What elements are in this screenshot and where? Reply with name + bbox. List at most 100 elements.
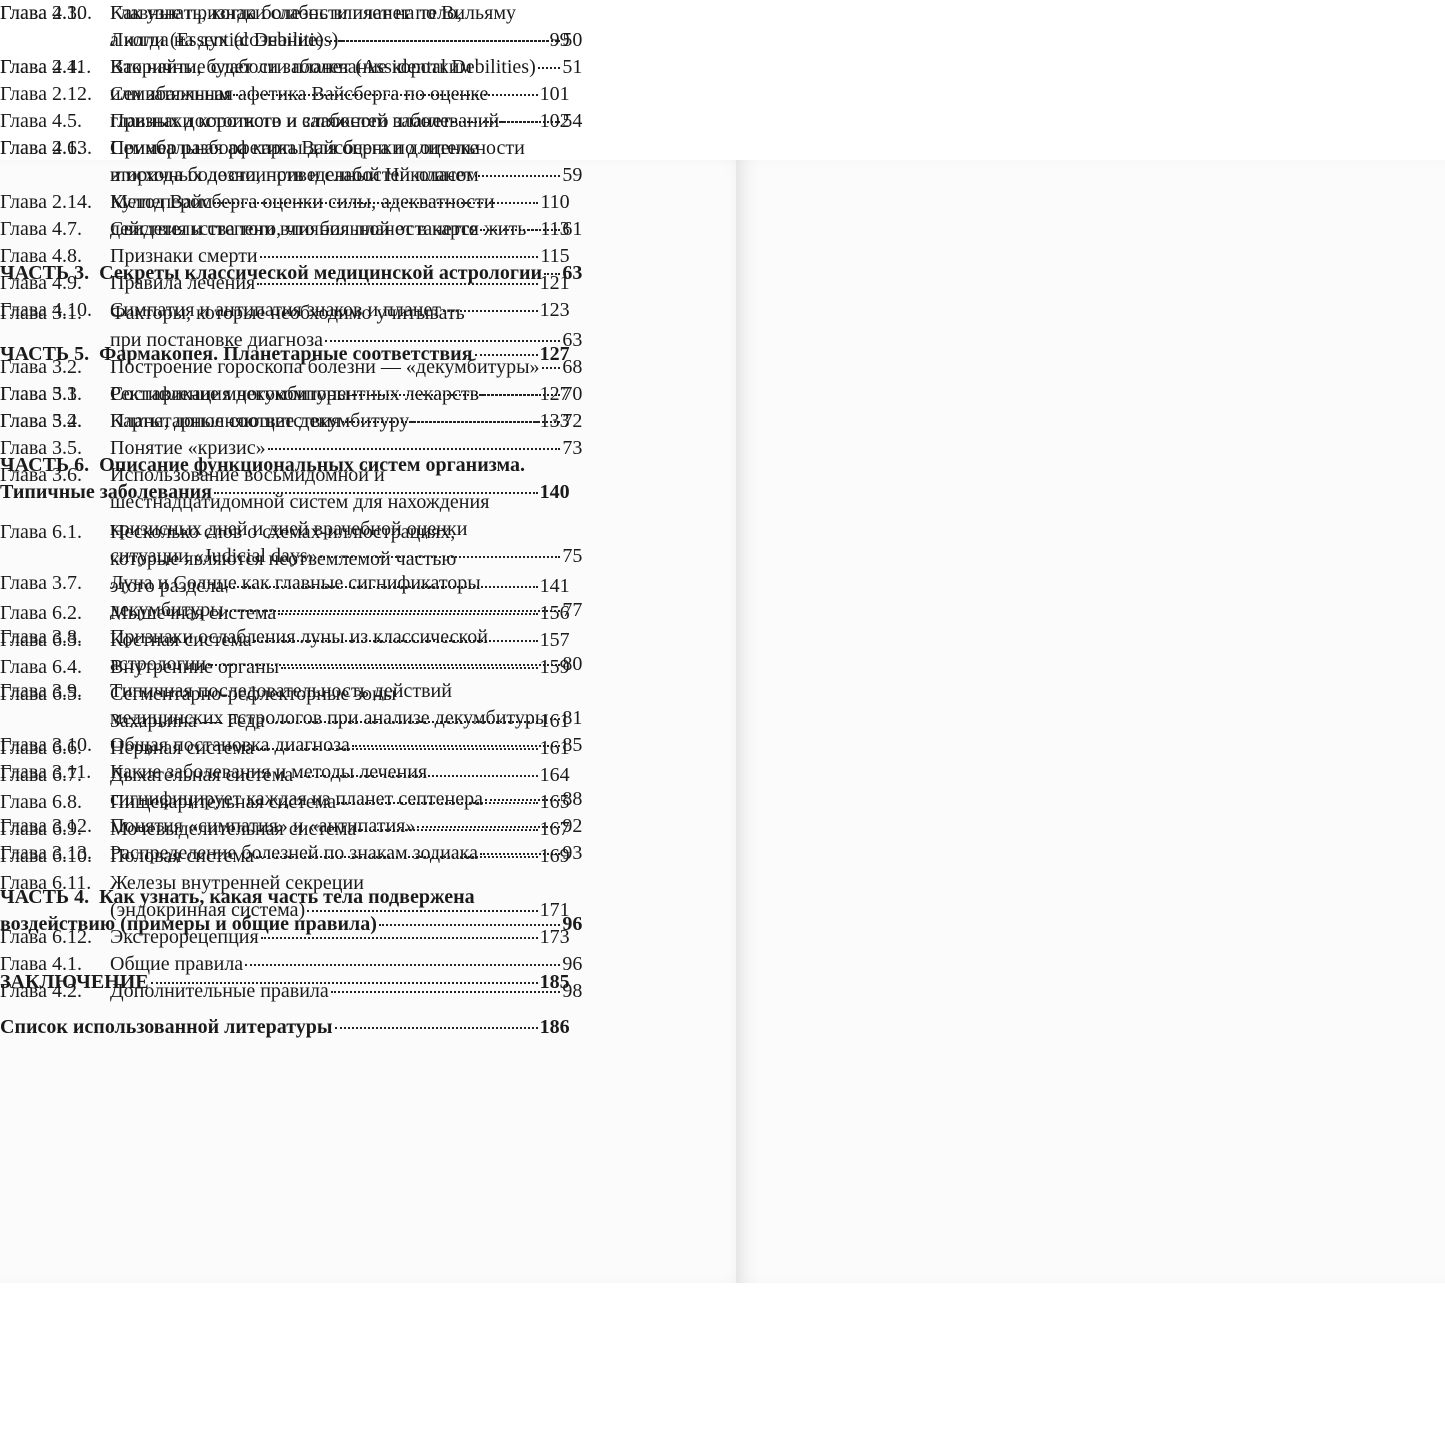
entry-body: Сегментарно-рефлекторные зоны Захарьина —… — [110, 681, 570, 735]
entry-title: Понятие «кризис» — [110, 437, 266, 459]
page-number: 72 — [562, 410, 583, 432]
page-number: 50 — [562, 29, 583, 51]
toc-entry: Глава 3.13. Распределение болезней по зна… — [0, 840, 582, 867]
entry-body: Дополнительные правила 98 — [110, 978, 582, 1005]
toc-entry: Глава 3.7. Луна и Солнце как главные сигн… — [0, 570, 582, 624]
page-number: 159 — [539, 656, 570, 678]
page-number: 161 — [539, 710, 570, 732]
entry-title: Нервная система — [110, 737, 255, 759]
toc-entry: Глава 3.9. Типичная последовательность де… — [0, 678, 582, 732]
chapter-label: Глава 5.1. — [0, 383, 82, 405]
page-number: 157 — [539, 629, 570, 651]
toc-line: Костная система 157 — [110, 627, 570, 654]
entry-title: главных достоинств и слабостей планет — [110, 110, 451, 132]
entry-body: Ректификация декумбитуры 70 — [110, 381, 582, 408]
toc-line: Кулпепером 110 — [110, 189, 570, 216]
entry-title: Как узнать, какая часть тела подвержена — [99, 886, 475, 908]
toc-line: Общие правила 96 — [110, 951, 582, 978]
page-number: 96 — [562, 913, 583, 935]
entry-title: и исхода болезни, приведенный Николасом — [110, 164, 479, 186]
page-number: 98 — [562, 980, 583, 1002]
entry-title: кризисных дней и дней врачебной оценки — [110, 518, 468, 540]
chapter-label: Глава 4.4. — [0, 56, 82, 78]
entry-body: Признаки смерти 115 — [110, 243, 570, 270]
toc-entry: Глава 3.12. Понятия «симпатия» и «антипат… — [0, 813, 582, 840]
dot-leader — [474, 354, 538, 356]
entry-title: сигнифицирует каждая из планет септенера — [110, 788, 483, 810]
chapter-label: Глава 3.6. — [0, 464, 82, 486]
entry-body: Общие правила 96 — [110, 951, 582, 978]
dot-leader — [260, 937, 538, 939]
entry-title: астрологии — [110, 653, 207, 675]
toc-entry: Глава 4.4. Как найти, будет ли заболевани… — [0, 54, 570, 108]
page-number: 110 — [540, 191, 570, 213]
entry-title: действия и степени влияния планет в карт… — [110, 218, 478, 240]
chapter-label: Глава 6.4. — [0, 656, 82, 678]
dot-leader — [257, 283, 538, 285]
page-number: 164 — [539, 764, 570, 786]
toc-part: ЧАСТЬ 4. Как узнать, какая часть тела по… — [0, 884, 582, 938]
chapter-label: Глава 2.14. — [0, 191, 92, 213]
toc-line: Экстерорецепция 173 — [110, 924, 570, 951]
entry-title: Половая система — [110, 845, 254, 867]
entry-title: Как узнать, когда болезнь влияет на тело… — [110, 2, 463, 24]
dot-leader — [443, 310, 538, 312]
entry-title: Типичная последовательность действий — [110, 680, 452, 702]
toc-entry: Глава 6.8. Пищеварительная система 165 — [0, 789, 570, 816]
entry-body: Нервная система 161 — [110, 735, 570, 762]
dot-leader — [278, 613, 538, 615]
toc-part: ЧАСТЬ 5. Фармакопея. Планетарные соответ… — [0, 341, 570, 368]
toc-part: ЧАСТЬ 3. Секреты классической медицинско… — [0, 260, 582, 287]
entry-title: или затяжным — [110, 83, 231, 105]
page-number: 85 — [562, 734, 583, 756]
dot-leader — [266, 721, 538, 723]
page-number: 133 — [539, 410, 570, 432]
entry-title: Луна и Солнце как главные сигнификаторы — [110, 572, 481, 594]
chapter-label: Глава 6.8. — [0, 791, 82, 813]
toc-entry: Глава 6.7. Дыхательная система 164 — [0, 762, 570, 789]
page-number: 121 — [539, 272, 570, 294]
page-number: 93 — [562, 842, 583, 864]
dot-leader — [259, 256, 539, 258]
entry-title: (эндокринная система) — [110, 899, 306, 921]
entry-title: Несколько слов о схемах-иллюстрациях, — [110, 521, 456, 543]
chapter-label: Глава 4.5. — [0, 110, 82, 132]
toc-line: ситуации «Judicial days» 75 — [110, 543, 582, 570]
page-number: 102 — [539, 110, 570, 132]
page-number: 165 — [539, 791, 570, 813]
dot-leader — [528, 229, 539, 231]
page-number: 173 — [539, 926, 570, 948]
entry-title: Дыхательная система — [110, 764, 294, 786]
entry-body: Использование восьмидомной и шестнадцатид… — [110, 462, 582, 570]
toc-line: Внутренние органы 159 — [110, 654, 570, 681]
toc-entry: Глава 4.1. Общие правила 96 — [0, 951, 582, 978]
toc-entry: Глава 4.6. Пример разбора карты для оценк… — [0, 135, 570, 216]
chapter-label: Глава 6.1. — [0, 521, 82, 543]
page-number: 73 — [562, 437, 583, 459]
page-number: 127 — [539, 383, 570, 405]
dot-leader — [208, 664, 561, 666]
chapter-label: Глава 3.9. — [0, 680, 82, 702]
chapter-label: Глава 3.8. — [0, 626, 82, 648]
toc-line: Планетарные соответствия 133 — [110, 408, 570, 435]
entry-title: Свидетельства того, что больной останетс… — [110, 218, 527, 240]
entry-title: Пищеварительная система — [110, 791, 337, 813]
toc-line: воздействию (примеры и общие правила) 96 — [0, 911, 582, 938]
dot-leader — [281, 667, 538, 669]
entry-title: Типичные заболевания — [0, 481, 212, 503]
toc-line: Вторичные слабости планет (Assidental De… — [110, 54, 582, 81]
toc-line: Половая система 169 — [110, 843, 570, 870]
chapter-label: Глава 4.3. — [0, 2, 82, 24]
toc-entry: Глава 3.11. Какие заболевания и методы ле… — [0, 759, 582, 813]
entry-title: воздействию (примеры и общие правила) — [0, 913, 377, 935]
entry-title: Признаки ослабления луны из классической — [110, 626, 488, 648]
entry-body: Составление многокомпонентных лекарств 12… — [110, 381, 570, 408]
page-number: 68 — [562, 356, 583, 378]
entry-title: вторичных достоинств и слабостей планет — [110, 164, 474, 186]
toc-line: Признаки смерти 115 — [110, 243, 570, 270]
entry-title: Костная система — [110, 629, 252, 651]
entry-body: Построение гороскопа болезни — «декумбит… — [110, 354, 582, 381]
entry-body: Семибалльная афетика Вайсберга по оценке… — [110, 81, 582, 135]
toc-entry: Глава 3.8. Признаки ослабления луны из кл… — [0, 624, 582, 678]
toc-entry: Глава 6.11. Железы внутренней секреции (эн… — [0, 870, 570, 924]
